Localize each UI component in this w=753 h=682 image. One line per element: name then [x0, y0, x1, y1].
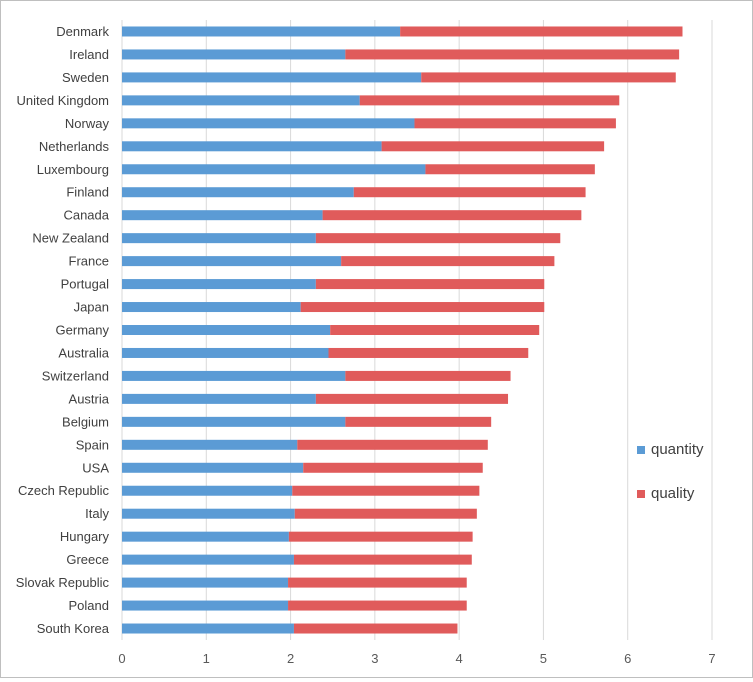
- bar-quality-spain: [297, 439, 488, 450]
- legend-swatch-quality: [637, 490, 645, 498]
- bar-quantity-italy: [122, 508, 295, 519]
- x-tick-label: 7: [708, 651, 715, 666]
- category-label: Greece: [66, 552, 109, 567]
- bar-quality-south-korea: [293, 623, 458, 634]
- bar-quality-greece: [293, 554, 472, 565]
- category-label: Norway: [65, 116, 110, 131]
- category-label: Luxembourg: [37, 162, 109, 177]
- bar-quantity-united-kingdom: [122, 95, 360, 106]
- category-label: Austria: [69, 391, 110, 406]
- bar-quality-belgium: [345, 416, 492, 427]
- bar-quality-netherlands: [381, 141, 605, 152]
- legend: quantity quality: [637, 441, 704, 502]
- bar-quality-new-zealand: [315, 233, 561, 244]
- category-label: Belgium: [62, 414, 109, 429]
- bar-quality-japan: [300, 302, 545, 313]
- bar-quantity-austria: [122, 393, 316, 404]
- legend-swatch-quantity: [637, 446, 645, 454]
- bar-quality-norway: [414, 118, 616, 129]
- bar-quantity-spain: [122, 439, 298, 450]
- bar-quantity-japan: [122, 302, 301, 313]
- bar-quality-australia: [328, 347, 529, 358]
- category-label: Switzerland: [42, 368, 109, 383]
- bar-quantity-germany: [122, 325, 331, 335]
- bar-quantity-belgium: [122, 416, 346, 427]
- category-labels: Denmark Ireland Sweden United Kingdom Norway…: [16, 24, 110, 636]
- category-label: Italy: [85, 506, 109, 521]
- category-label: United Kingdom: [17, 93, 110, 108]
- category-label: Japan: [74, 300, 109, 315]
- category-label: Sweden: [62, 70, 109, 85]
- bar-quantity-czech-republic: [122, 485, 293, 496]
- bar-quality-germany: [330, 325, 540, 335]
- bars: [122, 26, 683, 634]
- category-label: Germany: [56, 323, 110, 338]
- bar-quality-poland: [288, 600, 467, 611]
- bar-quality-united-kingdom: [359, 95, 620, 106]
- bar-quality-italy: [294, 508, 477, 519]
- category-label: Czech Republic: [18, 483, 110, 498]
- x-tick-label: 1: [203, 651, 210, 666]
- legend-label-quantity: quantity: [651, 441, 704, 458]
- bar-quantity-poland: [122, 600, 289, 611]
- category-label: Slovak Republic: [16, 575, 110, 590]
- bar-quantity-new-zealand: [122, 233, 316, 244]
- category-label: Denmark: [56, 24, 109, 39]
- bar-quality-denmark: [400, 26, 683, 37]
- category-label: France: [69, 254, 109, 269]
- bar-quantity-finland: [122, 187, 354, 198]
- bar-quantity-switzerland: [122, 370, 346, 381]
- bar-quantity-portugal: [122, 279, 316, 290]
- bar-quality-france: [341, 256, 555, 267]
- bar-quantity-greece: [122, 554, 294, 565]
- bar-quality-portugal: [315, 279, 545, 290]
- category-label: Finland: [66, 185, 109, 200]
- category-label: Poland: [69, 598, 109, 613]
- category-label: Canada: [63, 208, 109, 223]
- category-label: Spain: [76, 437, 109, 452]
- x-tick-label: 0: [118, 651, 125, 666]
- bar-quantity-norway: [122, 118, 415, 129]
- bar-quality-switzerland: [345, 370, 511, 381]
- bar-quality-austria: [315, 393, 509, 404]
- x-tick-label: 4: [456, 651, 463, 666]
- legend-label-quality: quality: [651, 485, 695, 502]
- bar-quantity-australia: [122, 347, 329, 358]
- bar-quantity-south-korea: [122, 623, 294, 634]
- bar-quality-czech-republic: [292, 485, 480, 496]
- category-label: Netherlands: [39, 139, 110, 154]
- category-label: South Korea: [37, 621, 110, 636]
- category-label: Portugal: [61, 277, 110, 292]
- bar-quantity-hungary: [122, 531, 289, 542]
- bar-quantity-slovak-republic: [122, 577, 289, 588]
- bar-quality-luxembourg: [425, 164, 595, 175]
- x-tick-label: 3: [371, 651, 378, 666]
- bar-quality-ireland: [345, 49, 680, 60]
- category-label: Hungary: [60, 529, 110, 544]
- bar-quality-canada: [322, 210, 582, 221]
- category-label: Ireland: [69, 47, 109, 62]
- x-tick-label: 6: [624, 651, 631, 666]
- bar-quality-hungary: [288, 531, 473, 542]
- bar-quantity-sweden: [122, 72, 422, 83]
- bar-quantity-usa: [122, 462, 304, 473]
- bar-quantity-canada: [122, 210, 323, 221]
- bar-quantity-netherlands: [122, 141, 382, 152]
- bar-quality-usa: [303, 462, 483, 473]
- bar-quantity-ireland: [122, 49, 346, 60]
- bar-quality-finland: [353, 187, 586, 198]
- x-tick-label: 5: [540, 651, 547, 666]
- category-label: USA: [82, 460, 109, 475]
- bar-quantity-luxembourg: [122, 164, 426, 175]
- bar-quantity-france: [122, 256, 342, 267]
- x-tick-label: 2: [287, 651, 294, 666]
- category-label: New Zealand: [32, 231, 109, 246]
- x-tick-labels: 0 1 2 3 4 5 6 7: [118, 651, 715, 666]
- bar-quality-sweden: [421, 72, 676, 83]
- bar-quality-slovak-republic: [288, 577, 467, 588]
- category-label: Australia: [58, 345, 109, 360]
- bar-quantity-denmark: [122, 26, 401, 37]
